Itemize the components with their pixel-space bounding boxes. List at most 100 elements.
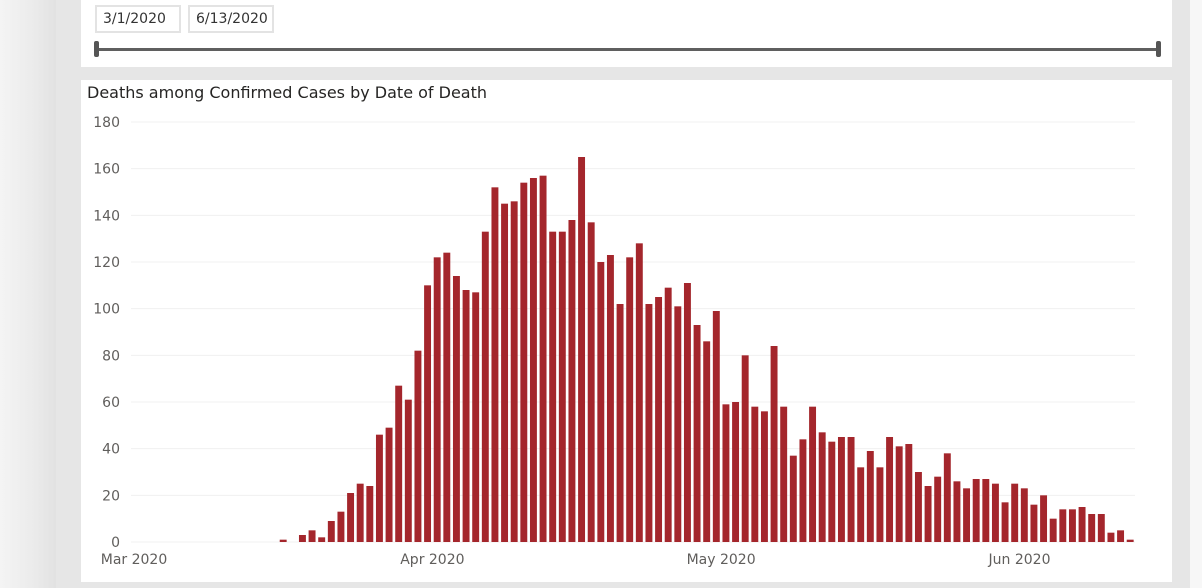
bar[interactable]	[991, 483, 999, 542]
bar[interactable]	[472, 292, 480, 542]
bar[interactable]	[943, 453, 951, 542]
bar[interactable]	[491, 187, 499, 542]
bar[interactable]	[1030, 504, 1038, 542]
bar[interactable]	[693, 325, 701, 542]
bar[interactable]	[895, 446, 903, 542]
bar[interactable]	[924, 486, 932, 542]
bar[interactable]	[866, 451, 874, 542]
bar[interactable]	[1068, 509, 1076, 542]
bar[interactable]	[424, 285, 432, 542]
bar[interactable]	[780, 406, 788, 542]
bar[interactable]	[318, 537, 326, 542]
background-right-edge	[1190, 0, 1202, 588]
bar[interactable]	[1059, 509, 1067, 542]
bar[interactable]	[799, 439, 807, 542]
bar[interactable]	[337, 511, 345, 542]
bar[interactable]	[587, 222, 595, 542]
y-tick-label: 140	[93, 208, 120, 224]
date-range-slider-track[interactable]	[95, 48, 1160, 51]
y-tick-label: 100	[93, 302, 120, 318]
bar[interactable]	[741, 355, 749, 542]
bar[interactable]	[837, 437, 845, 542]
bar[interactable]	[886, 437, 894, 542]
bar[interactable]	[549, 231, 557, 543]
bar[interactable]	[1040, 495, 1048, 542]
slider-end-handle[interactable]	[1156, 41, 1161, 57]
bar[interactable]	[529, 178, 537, 542]
bar[interactable]	[1078, 507, 1086, 542]
bar[interactable]	[857, 467, 865, 542]
bar[interactable]	[385, 427, 393, 542]
bar[interactable]	[558, 231, 566, 543]
y-tick-label: 120	[93, 255, 120, 271]
bar[interactable]	[1107, 532, 1115, 542]
bar[interactable]	[683, 283, 691, 542]
bar[interactable]	[712, 311, 720, 542]
bar[interactable]	[298, 535, 306, 542]
bar[interactable]	[732, 402, 740, 542]
bar[interactable]	[876, 467, 884, 542]
bar[interactable]	[1020, 488, 1028, 542]
bar[interactable]	[635, 243, 643, 542]
bar[interactable]	[501, 203, 509, 543]
bar[interactable]	[414, 350, 422, 542]
bar[interactable]	[914, 472, 922, 542]
bar[interactable]	[828, 441, 836, 542]
bar[interactable]	[404, 399, 412, 542]
bar[interactable]	[433, 257, 441, 542]
bar[interactable]	[847, 437, 855, 542]
bar[interactable]	[760, 411, 768, 542]
bar[interactable]	[539, 175, 547, 543]
bar[interactable]	[327, 521, 335, 542]
bar[interactable]	[1011, 483, 1019, 542]
bar[interactable]	[789, 455, 797, 542]
x-tick-label: Jun 2020	[988, 552, 1051, 568]
slider-start-handle[interactable]	[94, 41, 99, 57]
bar[interactable]	[722, 404, 730, 542]
bar[interactable]	[1088, 514, 1096, 542]
bar[interactable]	[366, 486, 374, 542]
bar[interactable]	[443, 252, 451, 543]
bar[interactable]	[1001, 502, 1009, 542]
background-left-strip	[0, 0, 56, 588]
bar[interactable]	[1126, 539, 1134, 542]
bar[interactable]	[982, 479, 990, 542]
bar[interactable]	[703, 341, 711, 542]
bar[interactable]	[674, 306, 682, 542]
bar[interactable]	[481, 231, 489, 543]
bar[interactable]	[905, 444, 913, 542]
bar[interactable]	[510, 201, 518, 542]
bar[interactable]	[606, 255, 614, 542]
bar[interactable]	[462, 290, 470, 542]
bar[interactable]	[626, 257, 634, 542]
bar[interactable]	[655, 297, 663, 542]
bar[interactable]	[375, 434, 383, 542]
bar[interactable]	[279, 539, 287, 542]
bar[interactable]	[520, 182, 528, 543]
bar[interactable]	[395, 385, 403, 542]
y-tick-label: 0	[111, 535, 120, 551]
bar[interactable]	[356, 483, 364, 542]
bar[interactable]	[568, 220, 576, 542]
bar[interactable]	[664, 287, 672, 542]
bar[interactable]	[1117, 530, 1125, 542]
bar[interactable]	[308, 530, 316, 542]
bar[interactable]	[963, 488, 971, 542]
end-date-input[interactable]: 6/13/2020	[188, 5, 274, 33]
bar[interactable]	[751, 406, 759, 542]
bar[interactable]	[645, 304, 653, 542]
bar[interactable]	[452, 276, 460, 542]
bar[interactable]	[1097, 514, 1105, 542]
bar[interactable]	[818, 432, 826, 542]
bar[interactable]	[770, 346, 778, 542]
bar[interactable]	[578, 157, 586, 542]
bar[interactable]	[616, 304, 624, 542]
start-date-input[interactable]: 3/1/2020	[95, 5, 181, 33]
bar[interactable]	[809, 406, 817, 542]
bar[interactable]	[347, 493, 355, 542]
bar[interactable]	[972, 479, 980, 542]
bar[interactable]	[597, 262, 605, 542]
bar[interactable]	[953, 481, 961, 542]
bar[interactable]	[934, 476, 942, 542]
bar[interactable]	[1049, 518, 1057, 542]
